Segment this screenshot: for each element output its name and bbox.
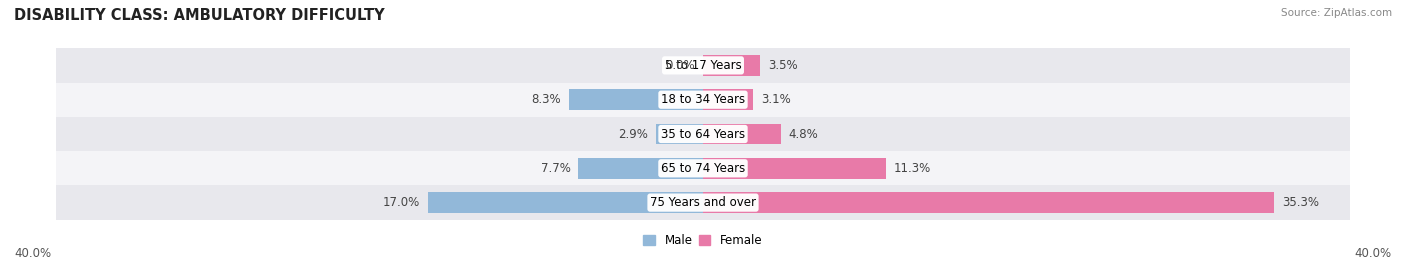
Text: 3.5%: 3.5% [768, 59, 797, 72]
Text: 40.0%: 40.0% [1355, 247, 1392, 260]
Bar [56, 117, 1350, 151]
Bar [56, 185, 1350, 220]
Text: Source: ZipAtlas.com: Source: ZipAtlas.com [1281, 8, 1392, 18]
Bar [569, 90, 703, 110]
Legend: Male, Female: Male, Female [638, 229, 768, 252]
Text: 7.7%: 7.7% [540, 162, 571, 175]
Bar [56, 48, 1350, 83]
Bar [703, 158, 886, 178]
Bar [703, 124, 780, 144]
Text: 5 to 17 Years: 5 to 17 Years [665, 59, 741, 72]
Text: 2.9%: 2.9% [619, 128, 648, 140]
Bar [578, 158, 703, 178]
Text: 35 to 64 Years: 35 to 64 Years [661, 128, 745, 140]
Text: 75 Years and over: 75 Years and over [650, 196, 756, 209]
Text: 3.1%: 3.1% [761, 93, 792, 106]
Text: 11.3%: 11.3% [894, 162, 931, 175]
Bar [657, 124, 703, 144]
Text: 40.0%: 40.0% [14, 247, 51, 260]
Text: 35.3%: 35.3% [1282, 196, 1319, 209]
Bar [703, 192, 1274, 213]
Text: 4.8%: 4.8% [789, 128, 818, 140]
Bar [56, 83, 1350, 117]
Text: DISABILITY CLASS: AMBULATORY DIFFICULTY: DISABILITY CLASS: AMBULATORY DIFFICULTY [14, 8, 385, 23]
Text: 0.0%: 0.0% [665, 59, 695, 72]
Text: 8.3%: 8.3% [531, 93, 561, 106]
Bar [429, 192, 703, 213]
Bar [703, 90, 754, 110]
Text: 17.0%: 17.0% [382, 196, 420, 209]
Text: 65 to 74 Years: 65 to 74 Years [661, 162, 745, 175]
Bar [703, 55, 759, 76]
Bar [56, 151, 1350, 185]
Text: 18 to 34 Years: 18 to 34 Years [661, 93, 745, 106]
